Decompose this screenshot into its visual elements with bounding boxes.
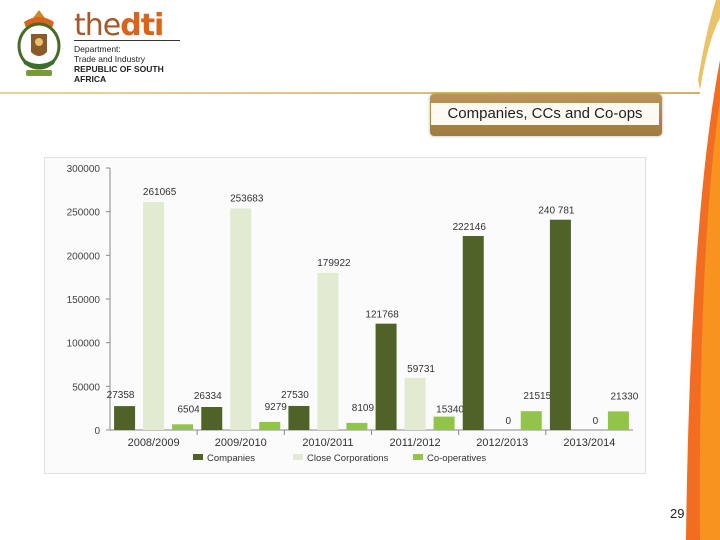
wordmark-the: the <box>74 8 121 43</box>
bar-co-operatives <box>433 416 455 430</box>
dept-line-3: REPUBLIC OF SOUTH AFRICA <box>74 64 164 84</box>
data-label: 222146 <box>453 222 487 233</box>
chart-frame: 0 50000 100000 150000 200000 250000 300000 2735… <box>44 157 646 474</box>
slide-title-box: Companies, CCs and Co-ops <box>430 94 662 136</box>
data-label: 21330 <box>611 391 639 402</box>
bar-close-corporations <box>404 377 426 430</box>
data-label: 26334 <box>194 391 222 402</box>
data-label: 27358 <box>107 390 135 401</box>
legend-label: Co-operatives <box>427 453 486 464</box>
slide-title: Companies, CCs and Co-ops <box>431 103 659 125</box>
y-tick-label: 250000 <box>67 208 101 219</box>
bar-co-operatives <box>259 421 281 430</box>
y-tick-label: 300000 <box>67 164 101 175</box>
bar-co-operatives <box>346 422 368 430</box>
legend-label: Close Corporations <box>307 453 389 464</box>
header-divider <box>0 92 700 94</box>
orange-swoosh-decoration <box>686 0 720 540</box>
y-tick-label: 100000 <box>67 339 101 350</box>
bar-companies <box>201 407 223 430</box>
data-label: 0 <box>505 416 511 427</box>
bar-co-operatives <box>607 411 629 430</box>
legend-swatch <box>293 454 303 460</box>
legend-swatch <box>413 454 423 460</box>
data-label: 240 781 <box>538 206 575 217</box>
bar-companies <box>375 323 397 430</box>
data-label: 179922 <box>317 258 351 269</box>
data-label: 121768 <box>365 310 399 321</box>
data-label: 9279 <box>265 402 288 413</box>
bar-companies <box>114 406 136 430</box>
dti-wordmark: thedti <box>74 8 164 43</box>
logo-divider <box>74 40 180 41</box>
data-label: 59731 <box>407 364 435 375</box>
data-label: 0 <box>593 416 599 427</box>
bar-companies <box>462 235 484 430</box>
data-label: 253683 <box>230 193 264 204</box>
data-label: 6504 <box>177 404 200 415</box>
x-tick-label: 2009/2010 <box>215 437 267 449</box>
legend-swatch <box>193 454 203 460</box>
bar-close-corporations <box>230 208 252 430</box>
x-tick-label: 2011/2012 <box>389 437 440 449</box>
bar-companies <box>288 405 310 430</box>
bar-companies <box>549 219 571 430</box>
data-label: 21515 <box>523 391 551 402</box>
dept-line-2: Trade and Industry <box>74 54 146 64</box>
dept-line-1: Department: <box>74 44 121 54</box>
x-tick-label: 2013/2014 <box>563 437 615 449</box>
data-label: 261065 <box>143 187 177 198</box>
dti-logo: thedti Department: Trade and Industry RE… <box>0 0 190 92</box>
bar-close-corporations <box>317 272 339 430</box>
x-tick-label: 2008/2009 <box>128 437 180 449</box>
bar-co-operatives <box>520 411 542 430</box>
x-tick-label: 2010/2011 <box>302 437 353 449</box>
data-label: 8109 <box>352 403 375 414</box>
data-label: 27530 <box>281 390 309 401</box>
coat-of-arms-icon <box>17 10 61 76</box>
bar-co-operatives <box>172 424 194 430</box>
bar-close-corporations <box>143 202 165 430</box>
page-number: 29 <box>670 506 685 521</box>
y-tick-label: 200000 <box>67 251 101 262</box>
x-tick-label: 2012/2013 <box>476 437 528 449</box>
legend-label: Companies <box>207 453 255 464</box>
y-tick-label: 50000 <box>72 382 100 393</box>
data-label: 15340 <box>436 405 464 416</box>
bar-chart: 0 50000 100000 150000 200000 250000 300000 2735… <box>67 164 639 464</box>
y-tick-label: 150000 <box>67 295 101 306</box>
wordmark-dti: dti <box>120 8 164 43</box>
department-text: Department: Trade and Industry REPUBLIC … <box>74 44 190 84</box>
y-tick-label: 0 <box>94 426 100 437</box>
